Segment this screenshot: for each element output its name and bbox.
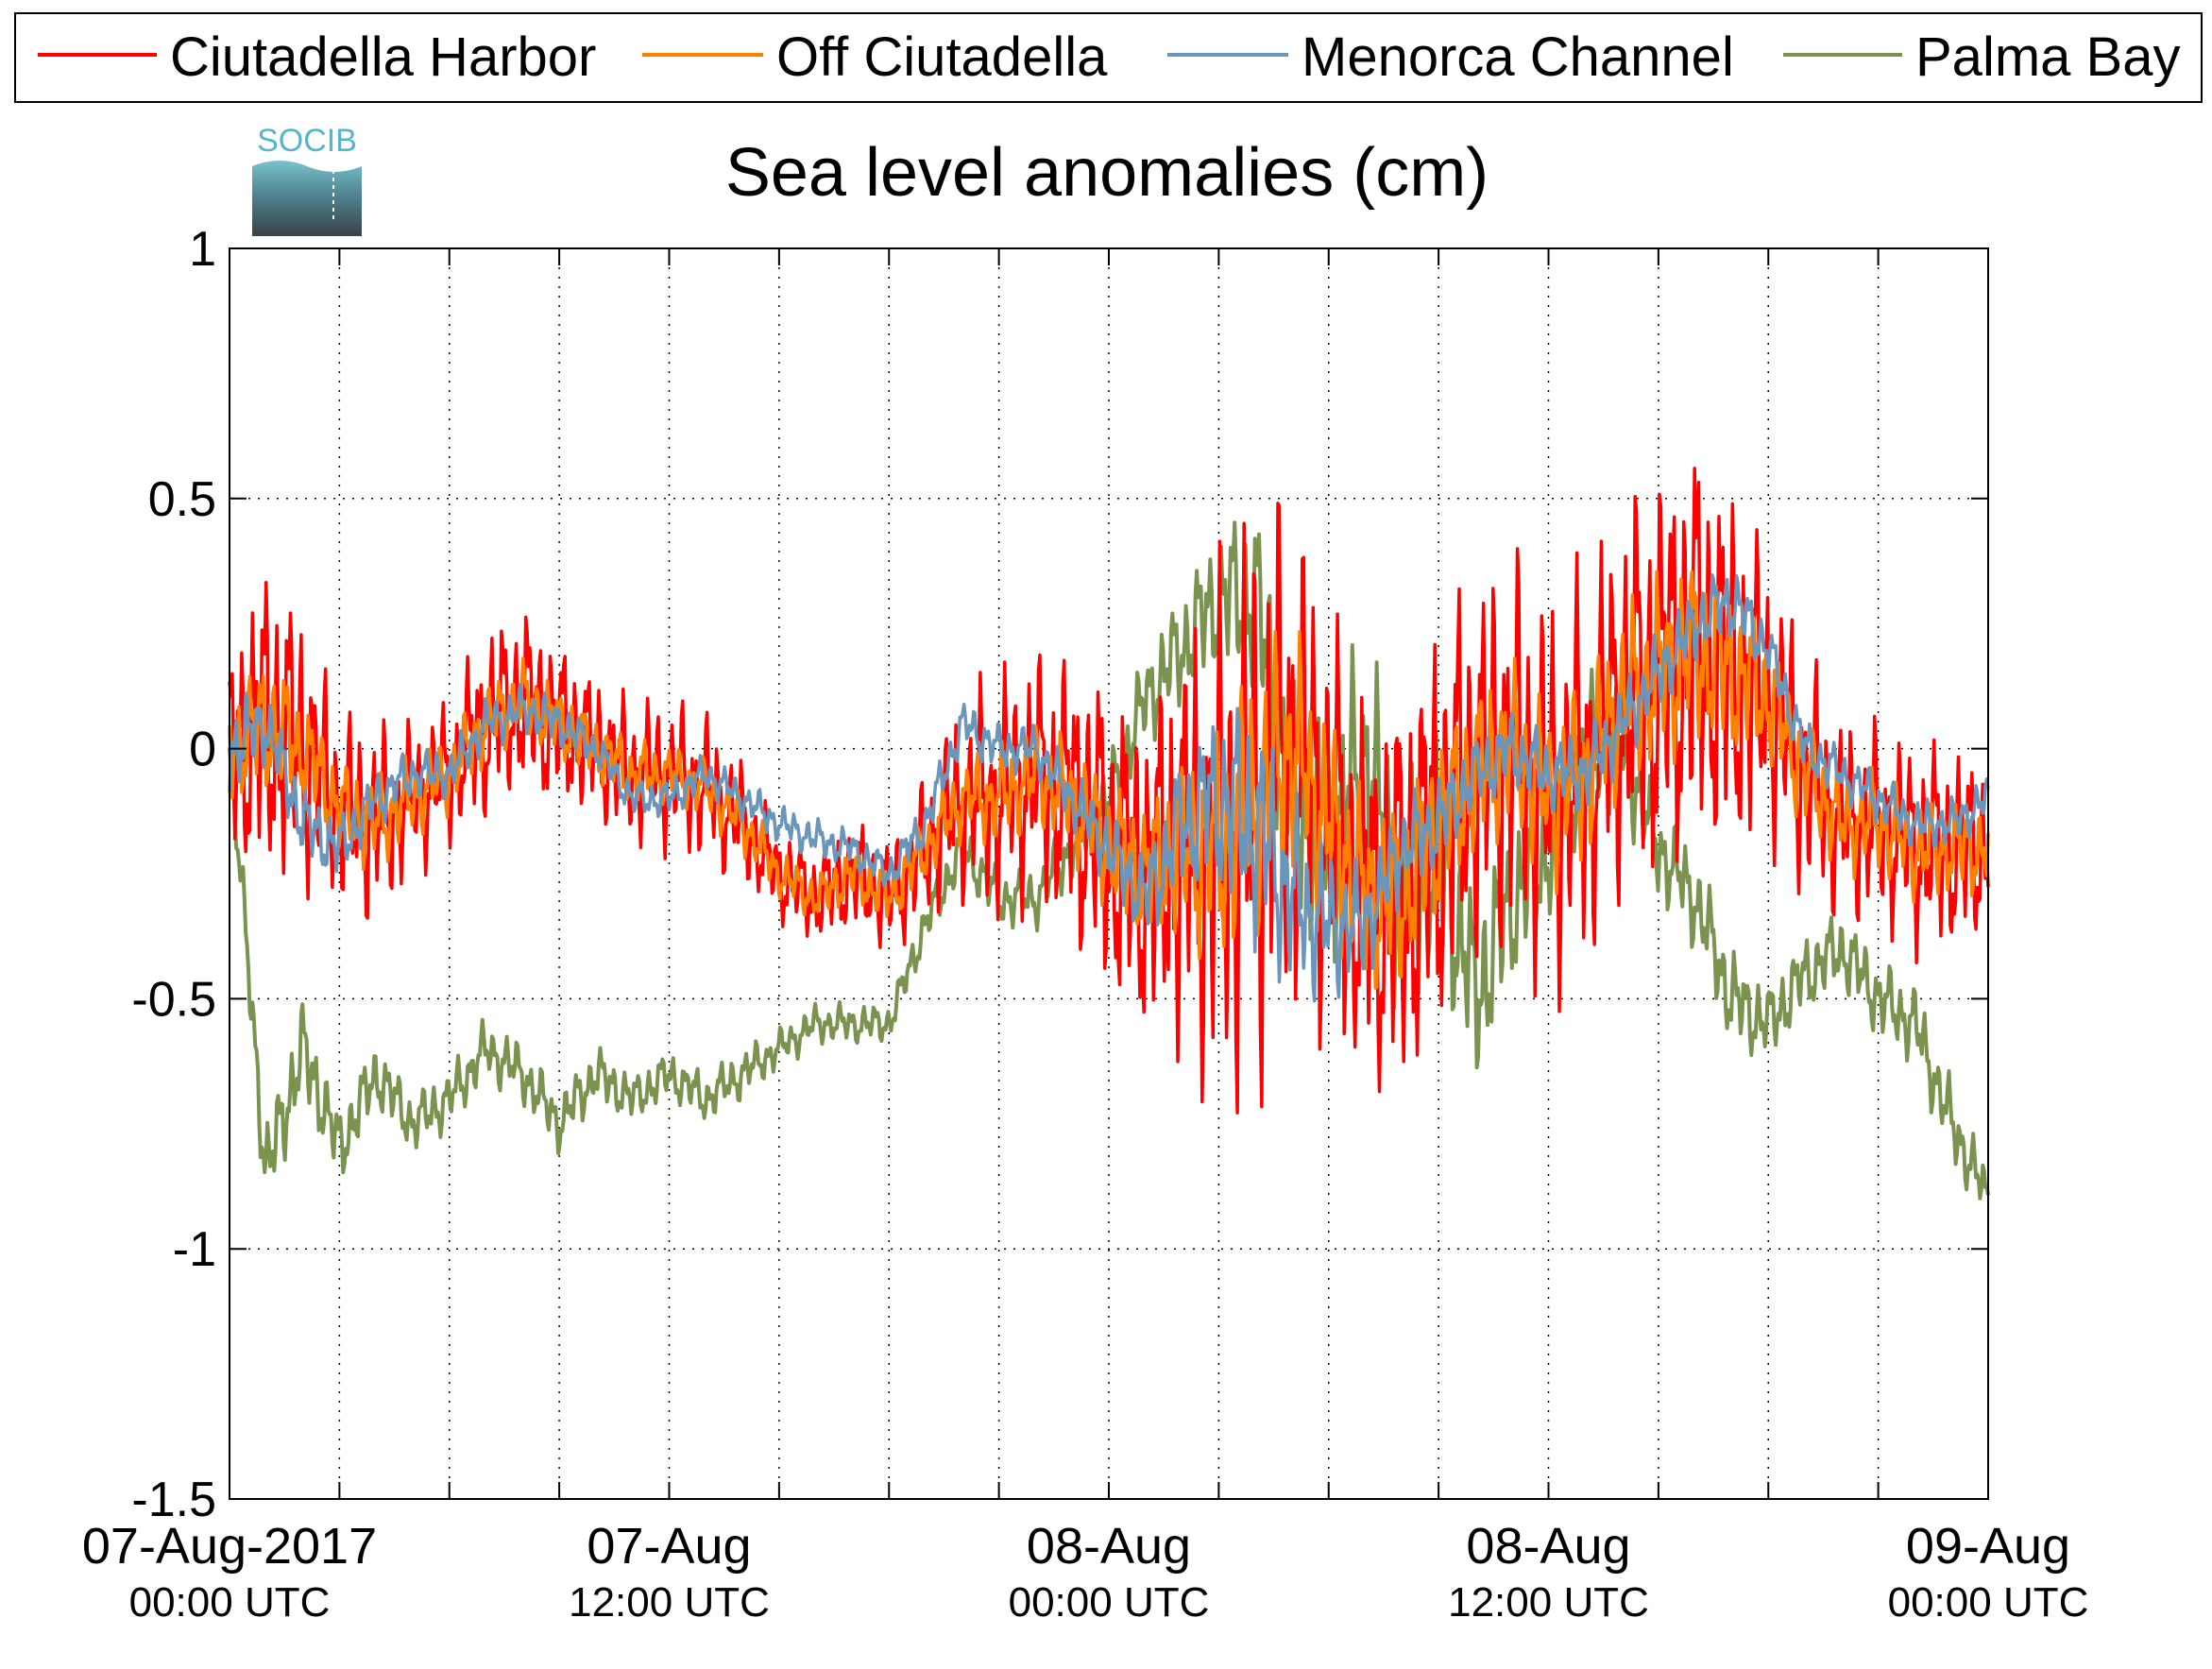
x-tick-label-time: 00:00 UTC <box>1009 1579 1210 1626</box>
logo-text: SOCIB <box>257 123 357 159</box>
logo-wave <box>252 159 362 172</box>
socib-logo: SOCIB <box>252 123 362 236</box>
legend-label: Palma Bay <box>1915 26 2180 88</box>
x-tick-label-time: 12:00 UTC <box>569 1579 770 1626</box>
x-tick-label-date: 07-Aug <box>587 1518 751 1575</box>
x-tick-label-time: 12:00 UTC <box>1448 1579 1649 1626</box>
legend-label: Menorca Channel <box>1302 26 1734 88</box>
logo-block <box>252 159 362 236</box>
legend-label: Off Ciutadella <box>776 26 1108 88</box>
y-tick-label: -1 <box>173 1222 216 1277</box>
x-tick-label-date: 08-Aug <box>1027 1518 1191 1575</box>
legend-box <box>14 12 2203 103</box>
x-tick-label-time: 00:00 UTC <box>1888 1579 2089 1626</box>
x-tick-label-date: 09-Aug <box>1906 1518 2070 1575</box>
series-line-off-ciutadella <box>228 570 1990 990</box>
y-tick-label: 1 <box>189 222 216 277</box>
series-line-palma-bay <box>228 520 1990 1201</box>
y-axis: -1.5 -1 -0.5 0 0.5 1 <box>131 222 1988 1527</box>
y-tick-label: 0 <box>189 723 216 777</box>
series-line-ciutadella-harbor <box>228 467 1990 1115</box>
series-line-menorca-channel <box>228 572 1990 1003</box>
x-tick-label-time: 00:00 UTC <box>129 1579 331 1626</box>
x-tick-label-date: 07-Aug-2017 <box>82 1518 377 1575</box>
legend-label: Ciutadella Harbor <box>170 26 596 88</box>
x-tick-label-date: 08-Aug <box>1466 1518 1630 1575</box>
y-tick-label: -1.5 <box>131 1473 216 1527</box>
series-group <box>228 467 1990 1201</box>
legend: Ciutadella Harbor Off Ciutadella Menorca C… <box>14 12 2203 103</box>
chart-title: Sea level anomalies (cm) <box>725 135 1489 211</box>
y-tick-label: 0.5 <box>148 472 216 527</box>
y-tick-label: -0.5 <box>131 972 216 1027</box>
